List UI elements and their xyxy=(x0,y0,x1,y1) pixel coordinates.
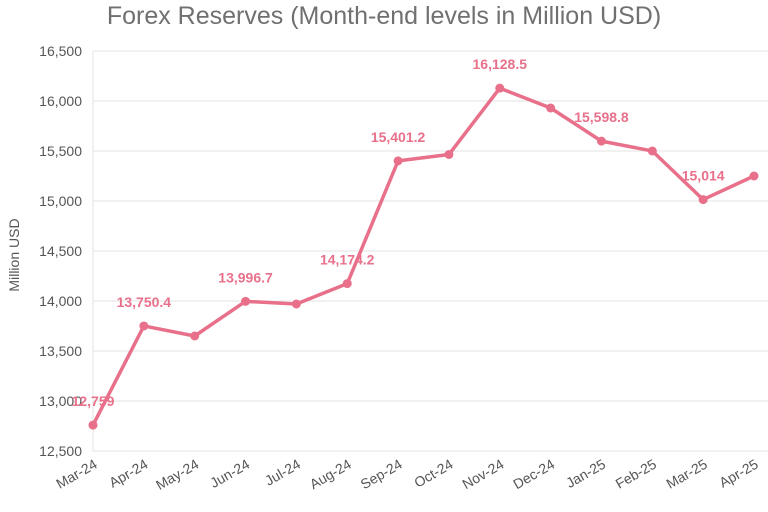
x-tick-label: May-24 xyxy=(153,456,202,493)
x-tick-label: Sep-24 xyxy=(358,456,405,493)
y-tick-label: 13,000 xyxy=(39,393,82,409)
x-tick-label: Mar-25 xyxy=(663,456,710,492)
data-point xyxy=(698,195,708,205)
y-tick-label: 16,500 xyxy=(39,43,82,59)
data-label: 13,996.7 xyxy=(218,269,273,285)
data-point xyxy=(444,150,454,159)
series-line xyxy=(91,86,756,427)
data-label: 12,759 xyxy=(72,393,115,409)
x-tick-label: Mar-24 xyxy=(53,456,100,492)
data-point xyxy=(546,103,556,113)
data-point xyxy=(291,299,301,309)
y-tick-label: 15,000 xyxy=(39,193,82,209)
y-tick-label: 12,500 xyxy=(39,443,82,459)
x-axis-ticks: Mar-24 Apr-24 May-24 Jun-24 Jul-24 Aug-24 Sep-… xyxy=(53,456,761,493)
y-tick-label: 15,500 xyxy=(39,143,82,159)
series-line-layer xyxy=(91,86,756,427)
data-point xyxy=(495,83,505,93)
data-label: 13,750.4 xyxy=(117,294,172,310)
data-label: 14,174.2 xyxy=(320,252,375,268)
y-axis-label: Million USD xyxy=(6,218,22,291)
data-point xyxy=(393,156,403,166)
gridlines xyxy=(92,50,768,452)
y-tick-label: 14,000 xyxy=(39,293,82,309)
data-label: 15,401.2 xyxy=(371,129,426,145)
y-tick-label: 14,500 xyxy=(39,243,82,259)
data-label: 15,014 xyxy=(682,168,725,184)
data-point xyxy=(596,136,606,146)
data-point xyxy=(88,420,98,430)
x-tick-label: Nov-24 xyxy=(459,456,506,493)
y-tick-label: 13,500 xyxy=(39,343,82,359)
data-point xyxy=(647,146,657,156)
x-tick-label: Feb-25 xyxy=(613,456,660,492)
data-labels: 12,759 13,750.4 13,996.7 14,174.2 15,401.2 16… xyxy=(72,56,725,409)
y-axis-ticks: 12,500 13,000 13,500 14,000 14,500 15,000 15,5… xyxy=(39,43,82,459)
x-tick-label: Aug-24 xyxy=(307,456,354,493)
x-tick-label: Apr-25 xyxy=(716,456,761,491)
data-points xyxy=(88,83,759,430)
data-label: 15,598.8 xyxy=(574,109,629,125)
x-tick-label: Oct-24 xyxy=(411,456,456,491)
data-point xyxy=(139,321,149,331)
y-tick-label: 16,000 xyxy=(39,93,82,109)
x-tick-label: Jul-24 xyxy=(262,456,303,489)
x-tick-label: Apr-24 xyxy=(106,456,151,491)
data-point xyxy=(749,171,759,181)
data-point xyxy=(241,296,251,306)
data-point xyxy=(190,331,200,341)
data-point xyxy=(342,279,352,289)
x-tick-label: Dec-24 xyxy=(510,456,557,493)
x-tick-label: Jun-24 xyxy=(207,456,252,491)
x-tick-label: Jan-25 xyxy=(563,456,608,491)
data-label: 16,128.5 xyxy=(473,56,528,72)
chart-title: Forex Reserves (Month-end levels in Mill… xyxy=(106,2,662,30)
